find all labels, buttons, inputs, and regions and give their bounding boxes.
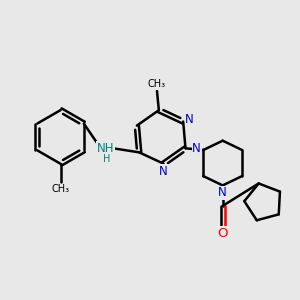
Text: N: N bbox=[159, 165, 168, 178]
Text: NH: NH bbox=[97, 142, 114, 154]
Text: N: N bbox=[192, 142, 201, 154]
Text: N: N bbox=[185, 113, 194, 126]
Text: CH₃: CH₃ bbox=[148, 79, 166, 89]
Text: O: O bbox=[218, 227, 228, 240]
Text: H: H bbox=[103, 154, 110, 164]
Text: CH₃: CH₃ bbox=[52, 184, 70, 194]
Text: N: N bbox=[218, 186, 227, 200]
